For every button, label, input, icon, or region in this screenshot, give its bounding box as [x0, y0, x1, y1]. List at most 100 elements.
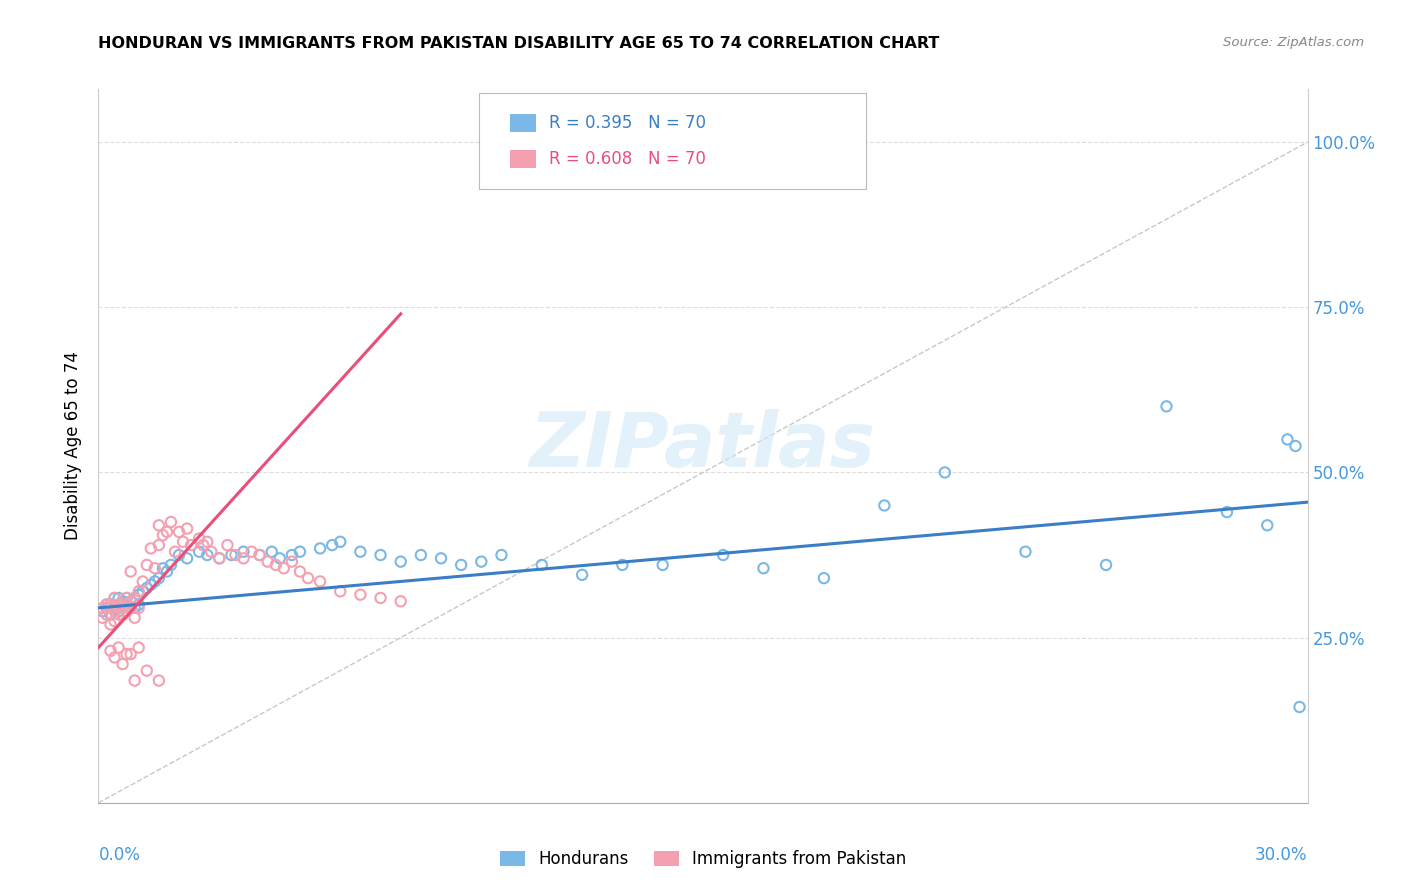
- Point: [107, 591, 129, 605]
- Point: [651, 558, 673, 572]
- Point: [389, 555, 412, 569]
- Point: [1256, 518, 1278, 533]
- Point: [873, 499, 896, 513]
- Point: [148, 538, 170, 552]
- Point: [111, 594, 134, 608]
- Text: ZIPatlas: ZIPatlas: [530, 409, 876, 483]
- Point: [120, 647, 142, 661]
- Point: [813, 571, 835, 585]
- Point: [115, 598, 138, 612]
- Point: [143, 574, 166, 589]
- Point: [152, 561, 174, 575]
- Point: [124, 591, 146, 605]
- Point: [139, 541, 162, 556]
- Point: [124, 673, 146, 688]
- Point: [128, 600, 150, 615]
- Point: [269, 551, 291, 566]
- Point: [143, 561, 166, 575]
- Point: [349, 588, 371, 602]
- Point: [370, 591, 392, 605]
- Point: [163, 545, 186, 559]
- Point: [103, 650, 125, 665]
- Point: [100, 598, 122, 612]
- Point: [103, 591, 125, 605]
- Point: [217, 538, 239, 552]
- Point: [288, 545, 311, 559]
- Point: [115, 647, 138, 661]
- Point: [107, 607, 129, 622]
- Point: [120, 565, 142, 579]
- Point: [934, 466, 956, 480]
- Point: [195, 548, 218, 562]
- Point: [100, 600, 122, 615]
- Point: [120, 600, 142, 615]
- Point: [139, 578, 162, 592]
- Point: [152, 528, 174, 542]
- Text: R = 0.395   N = 70: R = 0.395 N = 70: [550, 114, 706, 132]
- Point: [132, 574, 155, 589]
- Point: [128, 584, 150, 599]
- FancyBboxPatch shape: [509, 150, 536, 168]
- Point: [208, 551, 231, 566]
- Text: R = 0.608   N = 70: R = 0.608 N = 70: [550, 150, 706, 168]
- Point: [297, 571, 319, 585]
- Point: [193, 538, 215, 552]
- Point: [115, 591, 138, 605]
- Point: [120, 600, 142, 615]
- Point: [111, 607, 134, 622]
- Point: [115, 591, 138, 605]
- Point: [111, 600, 134, 615]
- Point: [256, 555, 278, 569]
- Point: [156, 565, 179, 579]
- Y-axis label: Disability Age 65 to 74: Disability Age 65 to 74: [65, 351, 83, 541]
- Point: [128, 588, 150, 602]
- Point: [115, 604, 138, 618]
- Point: [96, 598, 118, 612]
- Point: [1095, 558, 1118, 572]
- Point: [96, 607, 118, 622]
- Point: [107, 600, 129, 615]
- Point: [1284, 439, 1306, 453]
- FancyBboxPatch shape: [509, 114, 536, 132]
- Point: [264, 558, 287, 572]
- Point: [188, 545, 211, 559]
- Point: [100, 644, 122, 658]
- Point: [530, 558, 553, 572]
- Point: [167, 548, 190, 562]
- Point: [124, 591, 146, 605]
- Point: [1216, 505, 1239, 519]
- Point: [167, 524, 190, 539]
- Point: [111, 657, 134, 671]
- Point: [240, 545, 263, 559]
- Point: [232, 545, 254, 559]
- Point: [370, 548, 392, 562]
- Point: [160, 558, 183, 572]
- Point: [128, 640, 150, 655]
- Point: [100, 617, 122, 632]
- Point: [224, 548, 246, 562]
- FancyBboxPatch shape: [479, 93, 866, 189]
- Point: [132, 584, 155, 599]
- Point: [148, 673, 170, 688]
- Point: [91, 604, 114, 618]
- Point: [491, 548, 513, 562]
- Point: [107, 640, 129, 655]
- Text: HONDURAN VS IMMIGRANTS FROM PAKISTAN DISABILITY AGE 65 TO 74 CORRELATION CHART: HONDURAN VS IMMIGRANTS FROM PAKISTAN DIS…: [98, 36, 939, 51]
- Point: [148, 518, 170, 533]
- Point: [103, 600, 125, 615]
- Point: [111, 607, 134, 622]
- Point: [115, 598, 138, 612]
- Point: [349, 545, 371, 559]
- Point: [1288, 700, 1310, 714]
- Point: [172, 534, 194, 549]
- Point: [711, 548, 734, 562]
- Point: [430, 551, 453, 566]
- Point: [156, 524, 179, 539]
- Point: [752, 561, 775, 575]
- Point: [135, 581, 157, 595]
- Point: [260, 545, 283, 559]
- Point: [329, 534, 352, 549]
- Point: [249, 548, 271, 562]
- Point: [96, 600, 118, 615]
- Point: [281, 555, 304, 569]
